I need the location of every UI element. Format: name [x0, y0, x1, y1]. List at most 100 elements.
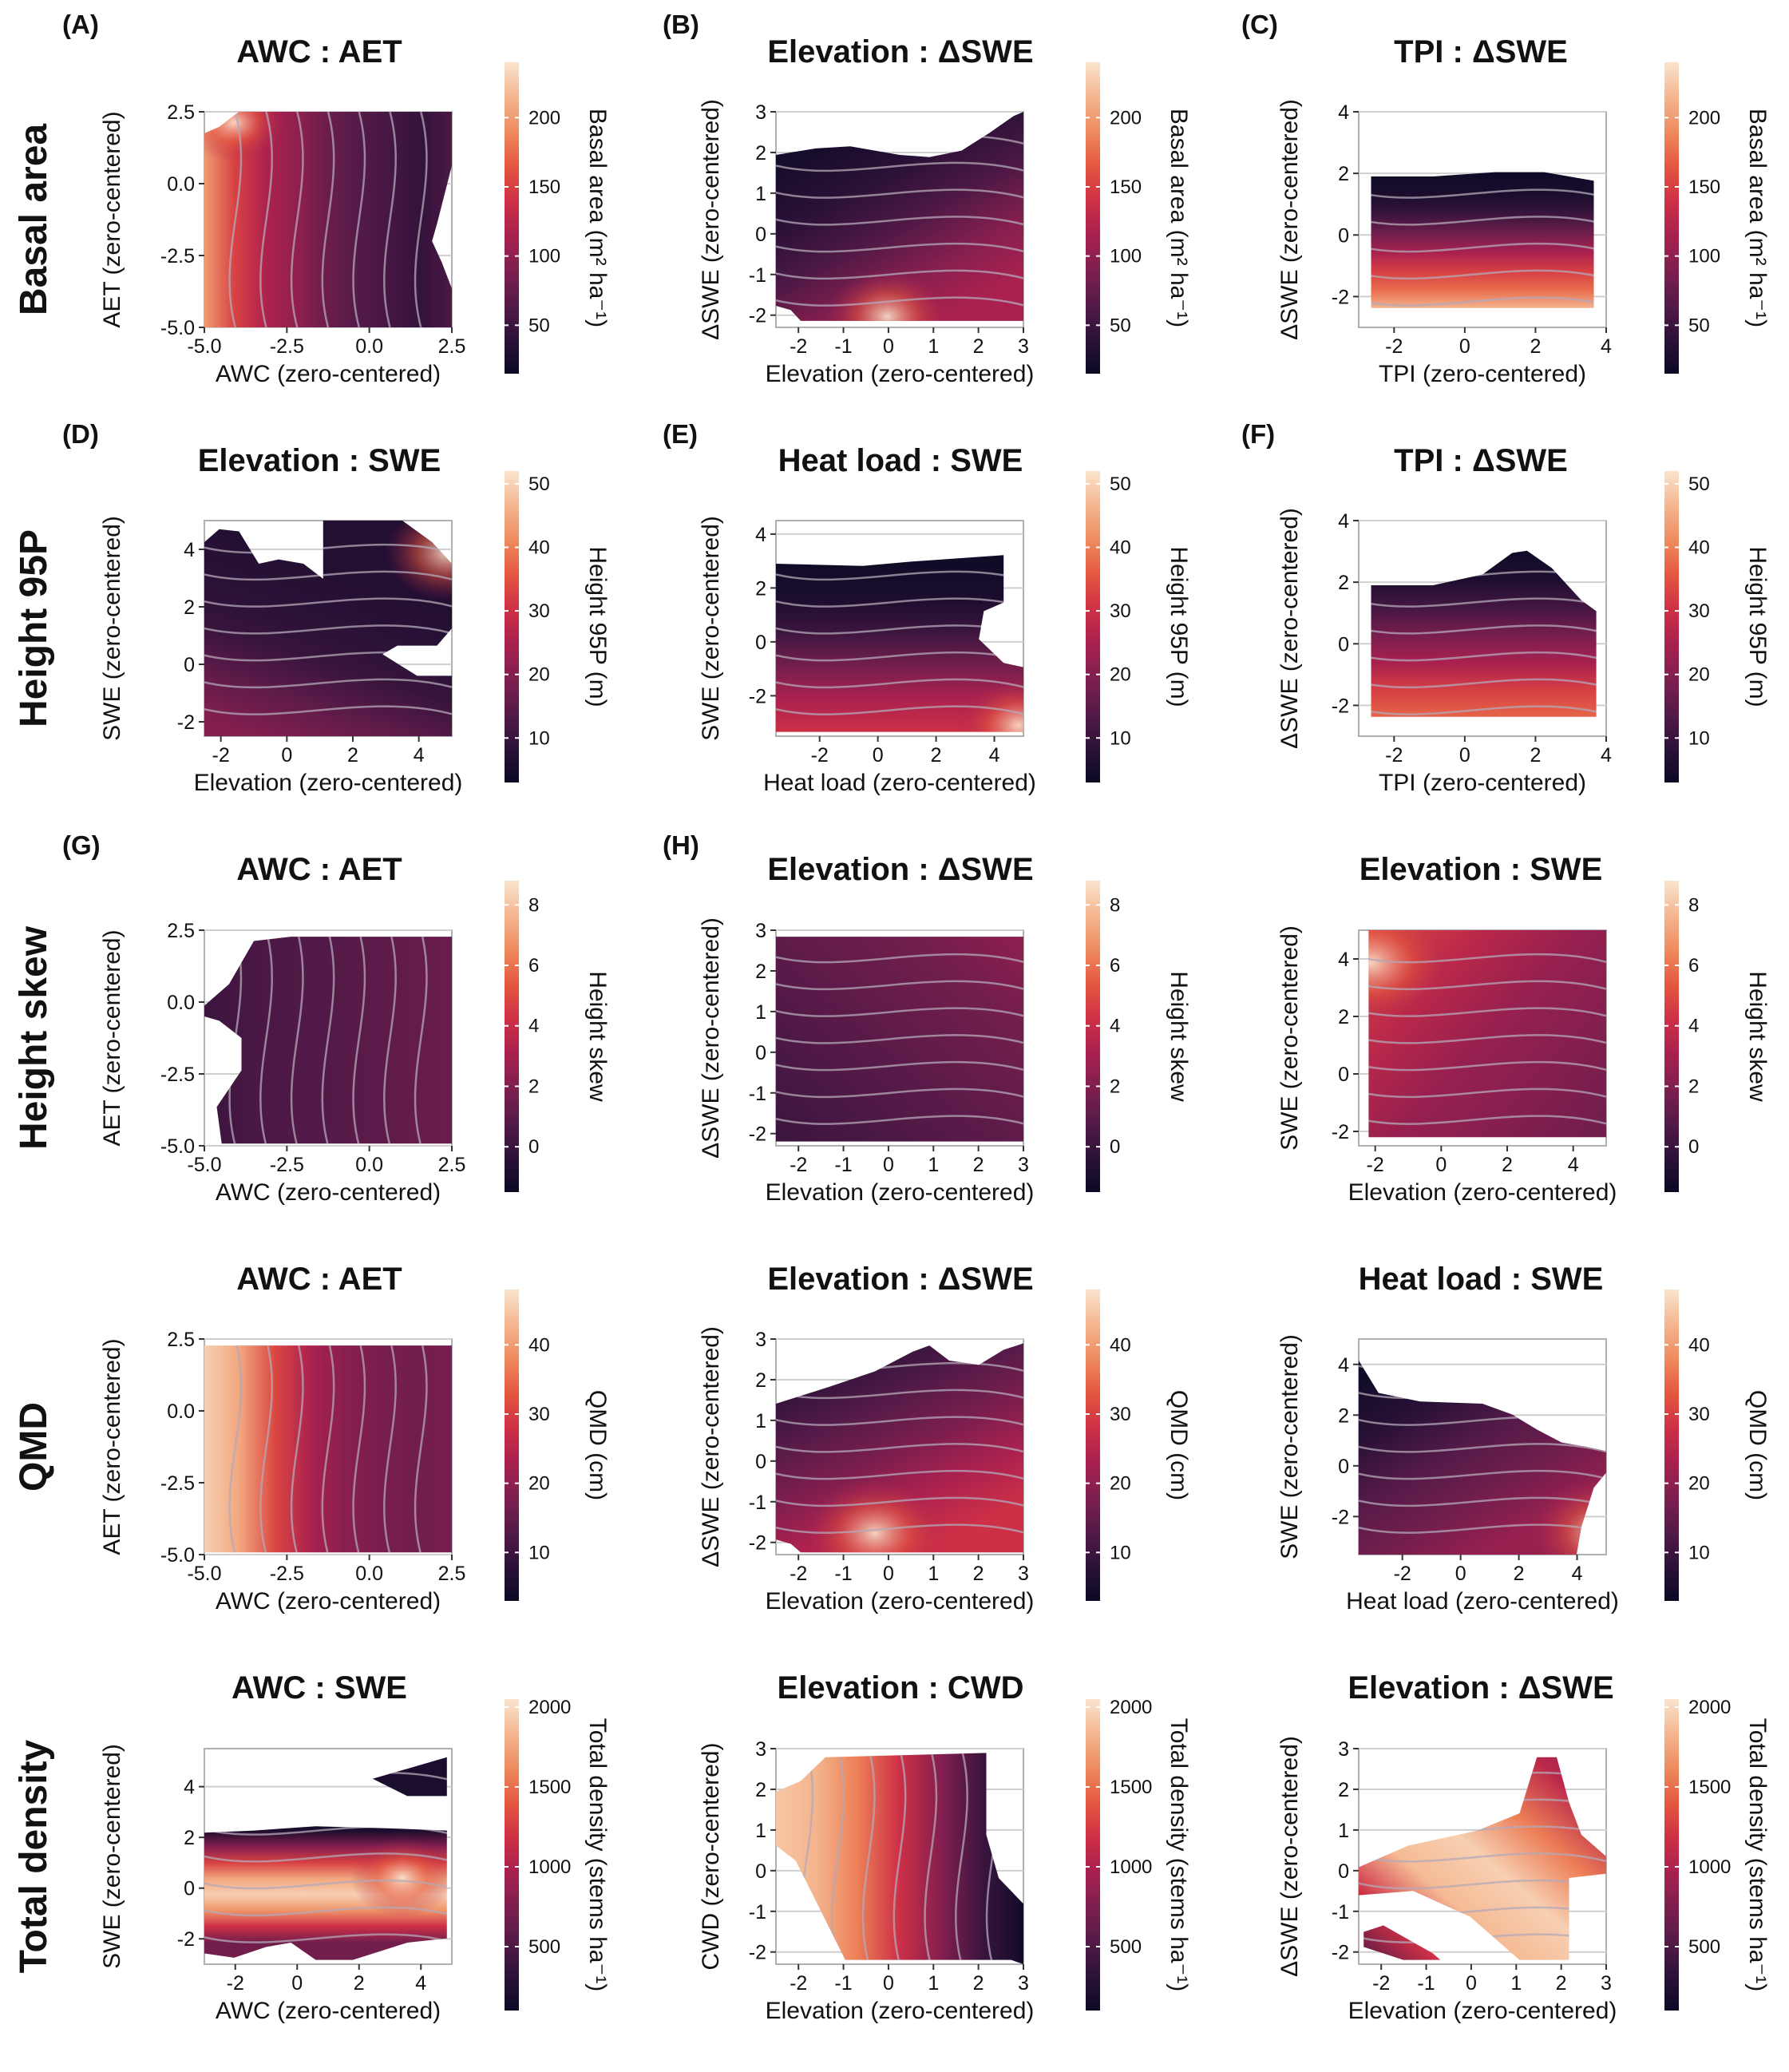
colorbar-tick-label: 50 — [1110, 315, 1131, 336]
x-tick-label: 2 — [1530, 335, 1541, 358]
panel-label: (H) — [663, 830, 699, 860]
y-tick-label: 0 — [1338, 1456, 1349, 1478]
panel-title: AWC : AET — [236, 852, 402, 887]
colorbar-tick-label: 20 — [1688, 1473, 1710, 1495]
contour-line — [1359, 1496, 1606, 1507]
x-tick-label: -1 — [834, 1154, 852, 1176]
colorbar-tick-label: 1000 — [528, 1856, 571, 1878]
panel-title: Elevation : ΔSWE — [767, 1262, 1033, 1297]
contour-line — [1371, 216, 1594, 226]
y-tick-label: -2 — [749, 1532, 766, 1555]
y-tick-label: -2 — [1332, 1506, 1349, 1528]
contour-line — [1371, 242, 1594, 253]
panel-A: AWC : AET (A) -5.0 -2.5 0.0 2.5 -5.0 -2.5 0.0 2.5… — [62, 10, 611, 387]
x-tick-label: 3 — [1601, 1972, 1612, 1995]
contour-line — [1359, 1469, 1606, 1480]
contour-line — [204, 678, 452, 689]
x-tick-label: 0.0 — [355, 1563, 383, 1585]
x-tick-label: 2 — [347, 744, 358, 767]
colorbar-tick-label: 6 — [1110, 955, 1120, 977]
contour-line — [776, 296, 1023, 307]
colorbar-tick-label: 2000 — [1110, 1697, 1152, 1718]
y-tick-label: -2.5 — [160, 1472, 195, 1495]
panel-title: AWC : AET — [236, 1262, 402, 1297]
contour-line — [290, 112, 304, 327]
y-tick-label: 1 — [755, 1001, 766, 1024]
contour-line — [204, 570, 452, 581]
y-tick-label: 4 — [1338, 1354, 1349, 1377]
colorbar-tick-label: 100 — [1110, 246, 1142, 267]
x-tick-label: 4 — [414, 744, 425, 767]
y-tick-label: -5.0 — [160, 317, 195, 339]
colorbar-tick-label: 200 — [1110, 107, 1142, 129]
y-tick-label: 2 — [755, 142, 766, 164]
panel-title: TPI : ΔSWE — [1394, 443, 1568, 478]
colorbar-tick-label: 150 — [1110, 176, 1142, 198]
colorbar-tick-label: 200 — [1688, 107, 1720, 129]
x-axis-label: Elevation (zero-centered) — [766, 361, 1035, 387]
colorbar-tick-label: 8 — [1688, 894, 1699, 916]
panel-label: (C) — [1241, 10, 1278, 39]
contour-line — [776, 678, 1023, 689]
x-axis-label: Heat load (zero-centered) — [763, 770, 1036, 796]
contour-line — [383, 937, 397, 1144]
colorbar-tick-label: 30 — [1688, 600, 1710, 622]
colorbar — [1664, 62, 1679, 374]
y-tick-label: -2 — [1332, 286, 1349, 308]
contour-line — [1368, 1060, 1606, 1072]
colorbar-tick-label: 1500 — [1688, 1777, 1731, 1798]
heatmap-surface — [204, 937, 452, 1144]
panel-K: Elevation : ΔSWE -2 -1 0 1 2 3 -2 -1 0 1 2 3 Elevatio… — [698, 1262, 1192, 1614]
contour-line — [228, 1345, 243, 1553]
colorbar-tick-label: 40 — [1688, 537, 1710, 559]
x-tick-label: 2 — [973, 1563, 984, 1585]
colorbar-tick-label: 30 — [1110, 1404, 1131, 1425]
contour-line — [1371, 624, 1597, 635]
x-tick-label: -1 — [834, 1972, 852, 1995]
y-tick-label: 3 — [755, 920, 766, 942]
colorbar-tick-label: 10 — [1688, 727, 1710, 749]
panel-C: TPI : ΔSWE (C) -2 0 2 4 -2 0 2 4 TPI (zero-centere… — [1241, 10, 1771, 387]
x-tick-label: 1 — [1510, 1972, 1522, 1995]
contour-line — [321, 1345, 335, 1553]
colorbar-tick-label: 0 — [1110, 1136, 1120, 1158]
colorbar-tick-label: 40 — [1688, 1334, 1710, 1356]
y-axis-label: SWE (zero-centered) — [1276, 925, 1303, 1151]
y-tick-label: 0 — [755, 224, 766, 246]
y-tick-label: 4 — [1338, 949, 1349, 971]
contour-line — [204, 543, 452, 554]
contour-line — [955, 1753, 968, 1965]
colorbar-tick-label: 40 — [528, 537, 550, 559]
colorbar-tick-label: 200 — [528, 107, 560, 129]
contour-line — [1368, 980, 1606, 991]
contour-line — [776, 597, 1023, 608]
x-tick-label: 4 — [1572, 1563, 1583, 1585]
contour-line — [414, 112, 428, 327]
x-tick-label: 1 — [928, 1972, 939, 1995]
x-axis-label: Elevation (zero-centered) — [1348, 1998, 1617, 2024]
x-tick-label: 4 — [1568, 1154, 1579, 1176]
contour-line — [776, 188, 1023, 199]
x-tick-label: 4 — [1601, 744, 1612, 767]
contour-line — [1371, 188, 1594, 199]
y-tick-label: -2.5 — [160, 245, 195, 267]
x-axis-label: AWC (zero-centered) — [216, 1588, 441, 1614]
colorbar-tick-label: 0 — [528, 1136, 539, 1158]
colorbar-tick-label: 20 — [528, 664, 550, 686]
y-tick-label: -2 — [177, 711, 195, 734]
y-tick-label: 2 — [755, 1779, 766, 1801]
x-tick-label: -1 — [834, 335, 852, 358]
x-axis-label: Heat load (zero-centered) — [1346, 1588, 1619, 1614]
colorbar-tick-label: 500 — [528, 1936, 560, 1958]
panel-G: AWC : AET (G) -5.0 -2.5 0.0 2.5 -5.0 -2.5 0.0 2.5… — [62, 830, 611, 1206]
contour-line — [1371, 651, 1597, 662]
y-axis-label: AET (zero-centered) — [99, 111, 125, 327]
y-axis-label: CWD (zero-centered) — [698, 1742, 724, 1970]
contour-line — [204, 705, 452, 715]
contour-line — [924, 1753, 938, 1965]
colorbar-tick-label: 4 — [528, 1016, 539, 1037]
y-axis-label: ΔSWE (zero-centered) — [698, 917, 724, 1159]
y-axis-label: SWE (zero-centered) — [1276, 1334, 1303, 1559]
contour-line — [776, 1115, 1023, 1125]
y-axis-label: AET (zero-centered) — [99, 929, 125, 1146]
